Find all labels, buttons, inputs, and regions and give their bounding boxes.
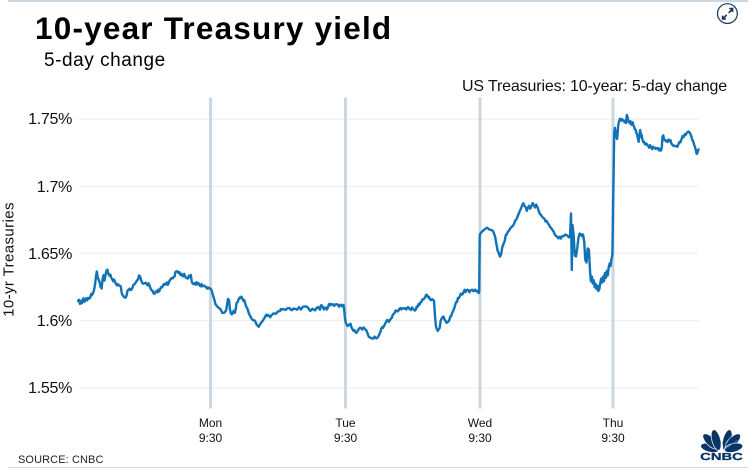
svg-text:CNBC: CNBC <box>700 452 744 462</box>
